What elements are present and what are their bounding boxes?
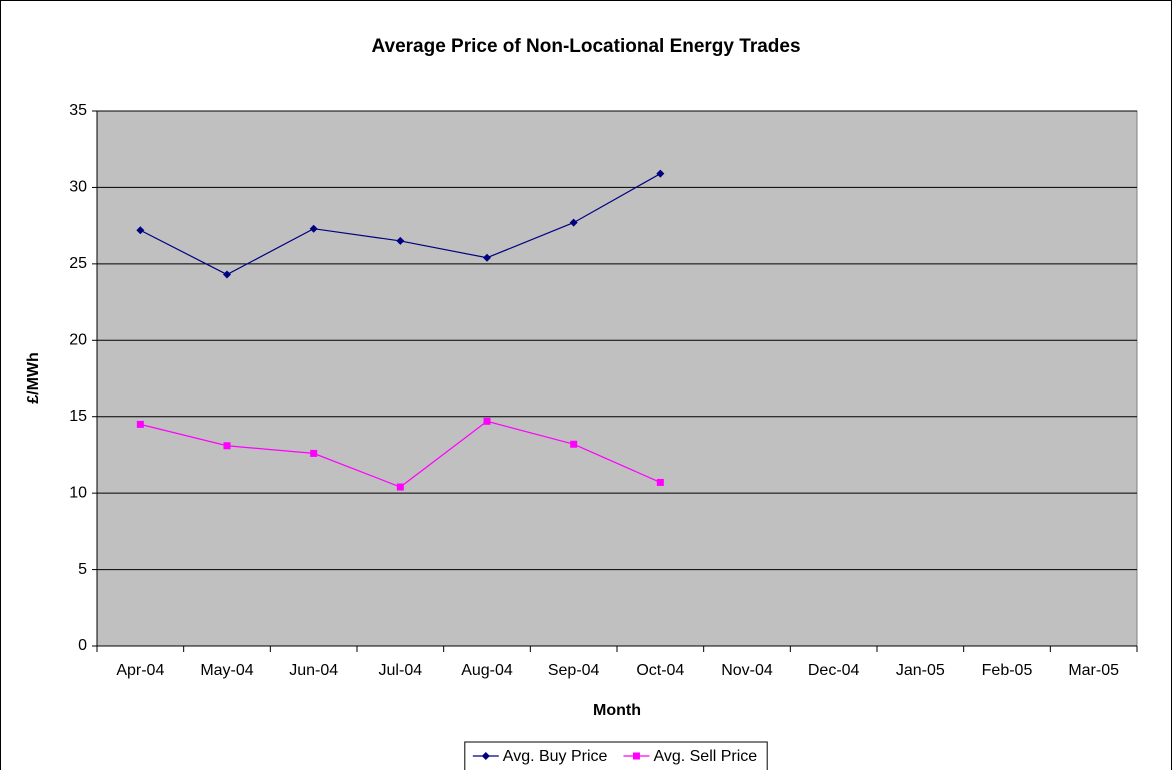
y-tick-label: 10 — [69, 484, 87, 501]
x-tick-label: Jun-04 — [289, 662, 338, 679]
x-tick-label: Sep-04 — [548, 662, 600, 679]
marker — [136, 226, 145, 235]
y-tick-label: 0 — [78, 637, 87, 654]
y-tick-label: 30 — [69, 179, 87, 196]
marker — [656, 169, 665, 178]
x-tick-label: Jul-04 — [379, 662, 423, 679]
plot-area — [96, 110, 1138, 647]
marker — [483, 253, 491, 262]
marker — [223, 270, 231, 279]
chart-title: Average Price of Non-Locational Energy T… — [371, 36, 800, 57]
legend-box — [464, 741, 768, 770]
x-tick-label: Jan-05 — [896, 662, 945, 679]
x-tick-label: Oct-04 — [636, 662, 684, 679]
x-tick-label: May-04 — [200, 662, 253, 679]
y-tick-label: 35 — [69, 102, 87, 119]
y-tick-label: 15 — [69, 408, 87, 425]
marker — [223, 442, 231, 450]
legend-item: Avg. Sell Price — [623, 748, 757, 765]
x-tick-label: Dec-04 — [808, 662, 860, 679]
marker — [483, 417, 491, 425]
marker — [481, 752, 490, 760]
legend: Avg. Buy Price Avg. Sell Price — [464, 741, 768, 770]
marker — [309, 224, 318, 233]
y-axis-label: £/MWh — [25, 352, 42, 404]
x-tick-label: Aug-04 — [461, 662, 513, 679]
marker — [310, 449, 318, 457]
x-tick-label: Mar-05 — [1068, 662, 1119, 679]
marker — [396, 236, 405, 245]
marker — [569, 218, 578, 227]
legend-label: Avg. Buy Price — [503, 748, 608, 765]
x-tick-label: Feb-05 — [982, 662, 1033, 679]
x-tick-label: Apr-04 — [116, 662, 164, 679]
marker — [632, 752, 640, 760]
x-tick-label: Nov-04 — [721, 662, 773, 679]
x-axis-label: Month — [593, 702, 641, 719]
legend-label: Avg. Sell Price — [653, 748, 757, 765]
y-tick-label: 5 — [78, 561, 87, 578]
marker — [396, 483, 404, 491]
y-tick-label: 25 — [69, 255, 87, 272]
marker — [656, 478, 664, 486]
marker — [570, 440, 578, 448]
marker — [136, 420, 144, 428]
legend-item: Avg. Buy Price — [472, 748, 608, 765]
y-tick-label: 20 — [69, 332, 87, 349]
